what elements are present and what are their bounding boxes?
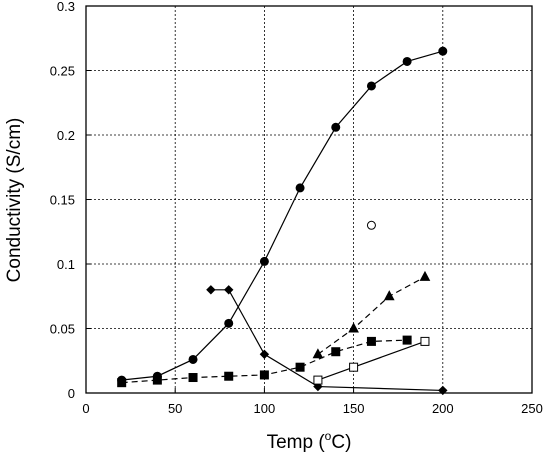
data-point xyxy=(366,81,376,91)
data-point xyxy=(224,318,234,328)
x-tick-label: 100 xyxy=(254,401,276,416)
x-tick-label: 250 xyxy=(521,401,543,416)
data-point xyxy=(295,362,305,372)
data-point xyxy=(383,290,395,301)
data-point xyxy=(206,285,216,295)
axis-ticks: 0 50 100 150 200 250 0 0.05 0.1 0.15 0.2 0.25 0.3 xyxy=(50,0,543,416)
y-tick-label: 0.2 xyxy=(57,128,75,143)
series-line xyxy=(317,340,426,381)
data-point xyxy=(331,122,341,132)
data-point xyxy=(313,375,323,385)
data-point xyxy=(366,336,376,346)
data-point xyxy=(349,362,359,372)
data-point xyxy=(420,336,430,346)
series-1 xyxy=(117,46,448,385)
data-point xyxy=(402,335,412,345)
data-point xyxy=(295,183,305,193)
data-point xyxy=(188,373,198,383)
x-axis-title: Temp (oC) xyxy=(267,429,352,453)
data-point xyxy=(259,349,270,360)
data-point xyxy=(152,375,162,385)
data-point xyxy=(312,348,324,359)
data-point xyxy=(117,378,127,388)
x-tick-label: 200 xyxy=(432,401,454,416)
data-point xyxy=(419,270,431,281)
series-3 xyxy=(117,335,412,388)
data-point xyxy=(438,46,448,56)
series-2 xyxy=(206,285,448,396)
series-line xyxy=(317,276,426,355)
y-axis-title: Conductivity (S/cm) xyxy=(4,118,25,283)
data-series xyxy=(117,46,448,396)
y-tick-label: 0.1 xyxy=(57,257,75,272)
x-tick-label: 150 xyxy=(343,401,365,416)
y-tick-label: 0.25 xyxy=(50,64,75,79)
data-point xyxy=(259,370,269,380)
y-tick-label: 0.05 xyxy=(50,322,75,337)
x-tick-label: 50 xyxy=(168,401,182,416)
series-line xyxy=(121,50,443,381)
data-point xyxy=(224,285,234,295)
y-tick-label: 0 xyxy=(68,386,75,401)
y-tick-label: 0.3 xyxy=(57,0,75,14)
x-tick-label: 0 xyxy=(82,401,89,416)
data-point xyxy=(259,256,269,266)
data-point xyxy=(402,56,412,66)
grid-lines xyxy=(86,6,532,393)
plot-frame xyxy=(85,5,533,394)
y-tick-label: 0.15 xyxy=(50,193,75,208)
data-point xyxy=(366,220,376,230)
data-point xyxy=(224,371,234,381)
series-4 xyxy=(312,270,431,359)
data-point xyxy=(348,322,359,333)
data-point xyxy=(438,385,448,396)
series-6 xyxy=(366,220,376,230)
data-point xyxy=(331,347,341,357)
data-point xyxy=(188,354,198,364)
series-5 xyxy=(313,336,430,385)
